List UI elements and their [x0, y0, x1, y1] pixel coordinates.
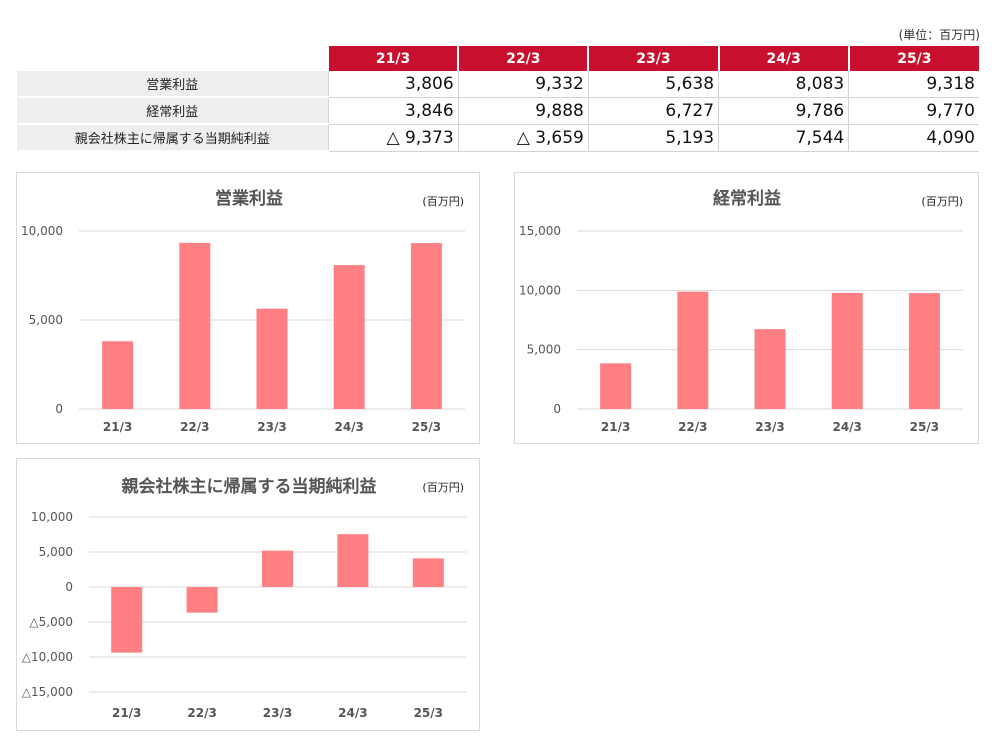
row-label: 営業利益: [17, 71, 328, 98]
profit-summary-table: 21/3 22/3 23/3 24/3 25/3 営業利益 3,806 9,33…: [17, 46, 979, 152]
bar-22-3: [186, 587, 218, 613]
x-category-label: 24/3: [832, 420, 861, 434]
x-category-label: 22/3: [180, 420, 209, 434]
table-cell: 6,727: [587, 97, 719, 125]
table-cell: 7,544: [718, 124, 849, 152]
operating-income-chart: 営業利益 (百万円) 0 5,000 10,000 21/3 22/3 23/3 24/3 2…: [16, 172, 480, 444]
unit-note: (単位：百万円): [898, 28, 980, 42]
table-row-ordinary-income: 経常利益 3,846 9,888 6,727 9,786 9,770: [17, 97, 979, 125]
operating-income-chart-svg: 営業利益 (百万円) 0 5,000 10,000 21/3 22/3 23/3 24/3 2…: [21, 188, 465, 434]
x-category-label: 24/3: [338, 706, 367, 720]
y-tick-label: 15,000: [519, 224, 561, 238]
net-income-chart: 親会社株主に帰属する当期純利益 (百万円) △15,000 △10,000 △5,0…: [16, 458, 480, 731]
bar-22-3: [179, 242, 211, 409]
table-cell: 9,888: [457, 97, 589, 125]
y-tick-label: 10,000: [21, 224, 63, 238]
y-tick-label: △10,000: [22, 650, 73, 664]
y-tick-label: 10,000: [519, 283, 561, 297]
y-tick-label: 10,000: [31, 510, 73, 524]
table-cell: 5,638: [587, 71, 719, 98]
bar-23-3: [754, 329, 786, 409]
table-cell: 9,318: [848, 71, 979, 98]
table-cell: 8,083: [718, 71, 849, 98]
plot-area: 0 5,000 10,000 15,000 21/3 22/3 23/3 24/3 25/3: [519, 224, 963, 434]
bar-21-3: [102, 341, 134, 409]
x-category-label: 23/3: [263, 706, 292, 720]
bar-21-3: [600, 363, 632, 409]
column-header: 22/3: [457, 46, 589, 71]
bar-25-3: [908, 293, 940, 409]
table-cell: 3,806: [327, 71, 459, 98]
row-label: 経常利益: [17, 97, 328, 125]
ordinary-income-chart-svg: 経常利益 (百万円) 0 5,000 10,000 15,000 21/3 22/3 23/…: [519, 188, 963, 434]
x-category-label: 23/3: [755, 420, 784, 434]
table-row-operating-income: 営業利益 3,806 9,332 5,638 8,083 9,318: [17, 71, 979, 98]
column-header: 25/3: [847, 46, 979, 71]
bar-23-3: [262, 550, 293, 587]
x-category-label: 25/3: [910, 420, 939, 434]
y-tick-label: 0: [553, 402, 561, 416]
y-tick-label: △5,000: [29, 615, 73, 629]
y-tick-label: 5,000: [29, 313, 63, 327]
table-header-row: 21/3 22/3 23/3 24/3 25/3: [17, 46, 979, 71]
chart-title: 親会社株主に帰属する当期純利益: [122, 476, 377, 497]
y-tick-label: 5,000: [527, 343, 561, 357]
chart-unit: (百万円): [422, 195, 464, 208]
x-category-label: 25/3: [414, 706, 443, 720]
net-income-chart-svg: 親会社株主に帰属する当期純利益 (百万円) △15,000 △10,000 △5,0…: [22, 476, 466, 720]
chart-title: 経常利益: [713, 188, 781, 209]
bar-25-3: [412, 558, 444, 587]
table-cell: △ 9,373: [327, 124, 459, 152]
plot-area: △15,000 △10,000 △5,000 0 5,000 10,000 21/3 22/3…: [22, 510, 466, 720]
column-header: 21/3: [326, 46, 459, 71]
x-category-label: 23/3: [257, 420, 286, 434]
table-cell: 9,332: [457, 71, 589, 98]
y-tick-label: 5,000: [39, 545, 73, 559]
x-category-label: 21/3: [103, 420, 132, 434]
bar-21-3: [111, 587, 143, 653]
plot-area: 0 5,000 10,000 21/3 22/3 23/3 24/3 25/3: [21, 224, 465, 434]
x-category-label: 21/3: [601, 420, 630, 434]
y-tick-label: 0: [65, 580, 73, 594]
bar-24-3: [831, 292, 863, 409]
chart-unit: (百万円): [422, 481, 464, 494]
x-category-label: 22/3: [187, 706, 216, 720]
ordinary-income-chart: 経常利益 (百万円) 0 5,000 10,000 15,000 21/3 22/3 23/…: [514, 172, 979, 444]
table-row-net-income: 親会社株主に帰属する当期純利益 △ 9,373 △ 3,659 5,193 7,…: [17, 124, 979, 152]
row-label: 親会社株主に帰属する当期純利益: [17, 124, 328, 152]
chart-title: 営業利益: [215, 188, 283, 209]
x-category-label: 25/3: [412, 420, 441, 434]
bar-23-3: [256, 308, 288, 409]
table-cell: 9,770: [848, 97, 979, 125]
table-corner-cell: [17, 46, 328, 71]
x-category-label: 24/3: [334, 420, 363, 434]
bar-22-3: [677, 291, 709, 409]
bar-24-3: [333, 265, 365, 409]
table-cell: 9,786: [718, 97, 849, 125]
table-cell: 3,846: [327, 97, 459, 125]
table-cell: 4,090: [848, 124, 979, 152]
table-cell: △ 3,659: [457, 124, 589, 152]
table-cell: 5,193: [587, 124, 719, 152]
x-category-label: 21/3: [112, 706, 141, 720]
column-header: 24/3: [717, 46, 849, 71]
x-category-label: 22/3: [678, 420, 707, 434]
bar-25-3: [410, 243, 442, 409]
chart-unit: (百万円): [921, 195, 963, 208]
y-tick-label: △15,000: [22, 685, 73, 699]
column-header: 23/3: [587, 46, 719, 71]
bar-24-3: [337, 534, 369, 587]
y-tick-label: 0: [55, 402, 63, 416]
